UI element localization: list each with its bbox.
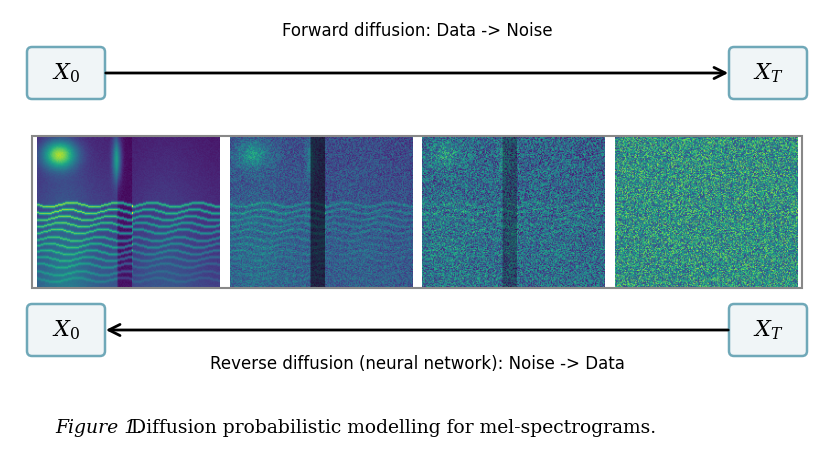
Text: Reverse diffusion (neural network): Noise -> Data: Reverse diffusion (neural network): Nois… xyxy=(210,355,624,373)
FancyBboxPatch shape xyxy=(729,304,807,356)
Text: Figure 1.: Figure 1. xyxy=(55,419,142,437)
Text: $X_0$: $X_0$ xyxy=(52,61,80,85)
Text: $X_T$: $X_T$ xyxy=(752,61,783,85)
Text: $X_T$: $X_T$ xyxy=(752,318,783,342)
FancyBboxPatch shape xyxy=(27,47,105,99)
Text: Diffusion probabilistic modelling for mel-spectrograms.: Diffusion probabilistic modelling for me… xyxy=(125,419,656,437)
Bar xyxy=(32,136,802,288)
Text: $X_0$: $X_0$ xyxy=(52,318,80,342)
Text: Forward diffusion: Data -> Noise: Forward diffusion: Data -> Noise xyxy=(282,22,553,40)
FancyBboxPatch shape xyxy=(27,304,105,356)
FancyBboxPatch shape xyxy=(729,47,807,99)
